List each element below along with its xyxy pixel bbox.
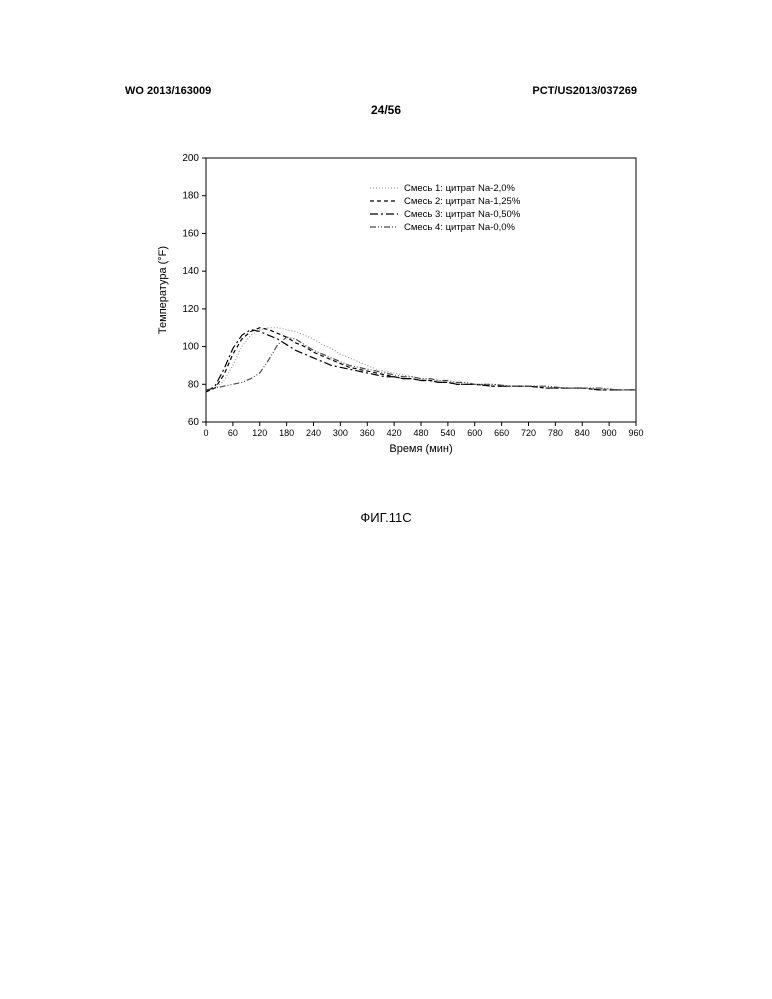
svg-text:540: 540: [440, 428, 455, 438]
chart-svg: 6080100120140160180200060120180240300360…: [150, 150, 648, 460]
svg-text:Смесь 3: цитрат Na-0,50%: Смесь 3: цитрат Na-0,50%: [404, 209, 521, 220]
svg-text:100: 100: [182, 342, 199, 353]
svg-text:120: 120: [252, 428, 267, 438]
svg-text:80: 80: [188, 379, 200, 390]
svg-text:300: 300: [333, 428, 348, 438]
svg-text:60: 60: [188, 417, 200, 428]
svg-text:180: 180: [279, 428, 294, 438]
svg-text:720: 720: [521, 428, 536, 438]
svg-text:480: 480: [413, 428, 428, 438]
svg-text:780: 780: [548, 428, 563, 438]
doc-id-left: WO 2013/163009: [125, 85, 211, 97]
svg-text:60: 60: [228, 428, 238, 438]
doc-id-right: PCT/US2013/037269: [532, 85, 637, 97]
svg-text:360: 360: [360, 428, 375, 438]
svg-text:180: 180: [182, 191, 199, 202]
figure-caption: ФИГ.11C: [360, 510, 411, 525]
svg-text:600: 600: [467, 428, 482, 438]
svg-text:140: 140: [182, 266, 199, 277]
svg-text:Температура (°F): Температура (°F): [157, 246, 169, 334]
svg-text:Смесь 4: цитрат Na-0,0%: Смесь 4: цитрат Na-0,0%: [404, 222, 516, 233]
svg-text:Смесь 1: цитрат Na-2,0%: Смесь 1: цитрат Na-2,0%: [404, 183, 516, 194]
page-number: 24/56: [371, 103, 401, 117]
svg-text:420: 420: [387, 428, 402, 438]
svg-text:960: 960: [628, 428, 643, 438]
svg-text:Время (мин): Время (мин): [389, 443, 452, 455]
svg-text:160: 160: [182, 228, 199, 239]
svg-text:Смесь 2: цитрат Na-1,25%: Смесь 2: цитрат Na-1,25%: [404, 196, 521, 207]
svg-text:840: 840: [575, 428, 590, 438]
temperature-chart: 6080100120140160180200060120180240300360…: [150, 150, 648, 460]
svg-text:200: 200: [182, 153, 199, 164]
svg-text:120: 120: [182, 304, 199, 315]
svg-text:0: 0: [203, 428, 208, 438]
svg-text:240: 240: [306, 428, 321, 438]
svg-text:660: 660: [494, 428, 509, 438]
svg-text:900: 900: [602, 428, 617, 438]
